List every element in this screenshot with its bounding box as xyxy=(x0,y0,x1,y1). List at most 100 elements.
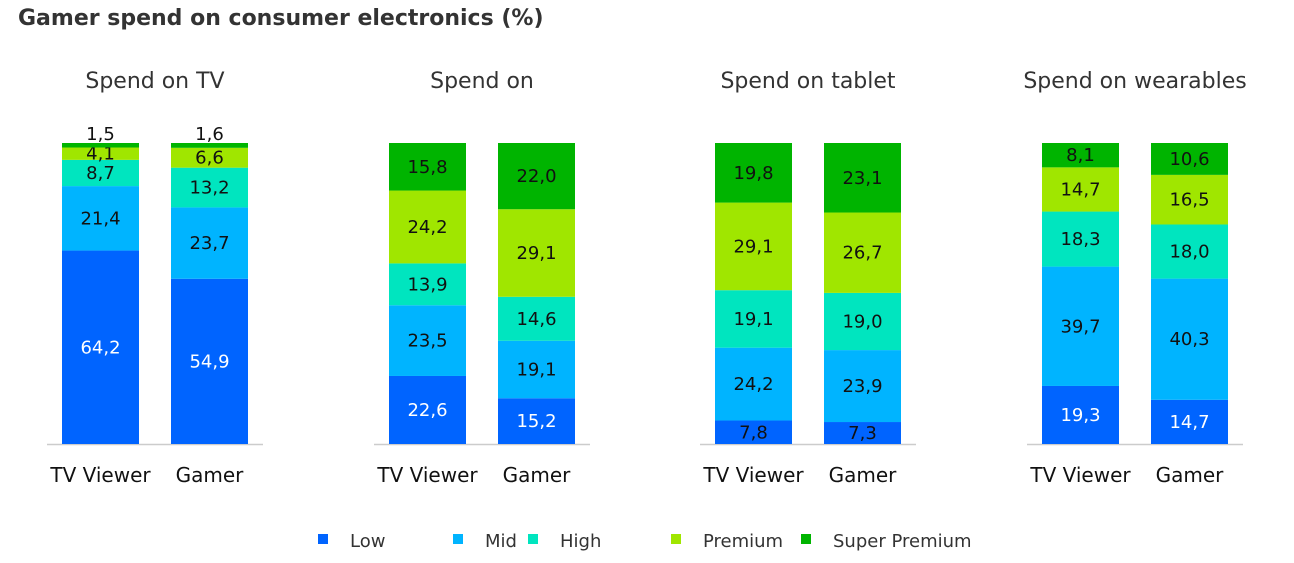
bar-segment-high xyxy=(389,263,466,306)
bar-segment-low xyxy=(62,250,139,444)
bar-segment-super-premium xyxy=(498,143,575,210)
data-label: 15,2 xyxy=(516,411,556,432)
data-label: 19,1 xyxy=(516,360,556,381)
bar-segment-premium xyxy=(62,147,139,160)
bar-segment-super-premium xyxy=(171,143,248,148)
data-label: 40,3 xyxy=(1169,329,1209,350)
data-label: 7,3 xyxy=(848,423,877,444)
bar-segment-super-premium xyxy=(715,143,792,203)
data-label: 29,1 xyxy=(733,236,773,257)
data-label: 64,2 xyxy=(80,337,120,358)
data-label: 13,9 xyxy=(407,274,447,295)
legend-swatch xyxy=(801,534,811,544)
category-label: Gamer xyxy=(1156,463,1225,487)
data-label: 6,6 xyxy=(195,148,224,169)
data-label: 8,7 xyxy=(86,163,115,184)
data-label: 14,7 xyxy=(1060,179,1100,200)
legend-swatch xyxy=(528,534,538,544)
data-label: 21,4 xyxy=(80,208,120,229)
data-label: 14,7 xyxy=(1169,412,1209,433)
data-label: 16,5 xyxy=(1169,190,1209,211)
panel-title: Spend on TV xyxy=(85,69,224,94)
category-label: TV Viewer xyxy=(376,463,478,487)
category-label: Gamer xyxy=(503,463,572,487)
bar-segment-low xyxy=(824,422,901,444)
data-label: 29,1 xyxy=(516,243,556,264)
data-label: 22,0 xyxy=(516,166,556,187)
bar-segment-low xyxy=(498,398,575,444)
data-label: 18,0 xyxy=(1169,242,1209,263)
bar-segment-mid xyxy=(715,347,792,421)
bar-segment-high xyxy=(498,296,575,341)
data-label: 13,2 xyxy=(189,178,229,199)
data-label: 8,1 xyxy=(1066,145,1095,166)
bar-segment-high xyxy=(715,290,792,348)
data-label: 24,2 xyxy=(407,217,447,238)
bar-segment-premium xyxy=(715,202,792,291)
data-label: 1,5 xyxy=(86,124,115,145)
legend-label: Premium xyxy=(703,531,783,552)
legend-label: Super Premium xyxy=(833,531,972,552)
data-label: 54,9 xyxy=(189,351,229,372)
bar-segment-super-premium xyxy=(824,143,901,213)
bar-segment-mid xyxy=(389,305,466,376)
data-label: 19,8 xyxy=(733,163,773,184)
bar-segment-super-premium xyxy=(62,143,139,148)
bar-segment-mid xyxy=(824,350,901,423)
panel-title: Spend on xyxy=(430,69,534,94)
bar-segment-super-premium xyxy=(1042,143,1119,168)
bar-segment-low xyxy=(1151,399,1228,444)
bar-segment-low xyxy=(389,375,466,444)
legend-swatch xyxy=(453,534,463,544)
legend-label: Low xyxy=(350,531,385,552)
bar-segment-high xyxy=(1042,211,1119,267)
bar-segment-mid xyxy=(1151,278,1228,400)
bar-segment-premium xyxy=(1151,174,1228,225)
data-label: 1,6 xyxy=(195,124,224,145)
legend-label: High xyxy=(560,531,601,552)
bar-segment-mid xyxy=(171,207,248,279)
bar-segment-high xyxy=(824,292,901,351)
legend-swatch xyxy=(318,534,328,544)
data-label: 22,6 xyxy=(407,400,447,421)
bar-segment-low xyxy=(1042,385,1119,444)
bar-segment-low xyxy=(171,278,248,444)
data-label: 19,0 xyxy=(842,311,882,332)
bar-segment-premium xyxy=(824,212,901,293)
data-label: 23,5 xyxy=(407,331,447,352)
bar-segment-premium xyxy=(498,209,575,297)
category-label: TV Viewer xyxy=(1029,463,1131,487)
bar-segment-mid xyxy=(498,340,575,399)
bar-segment-premium xyxy=(1042,167,1119,212)
bar-segment-super-premium xyxy=(389,143,466,191)
bar-segment-high xyxy=(1151,224,1228,279)
data-label: 19,3 xyxy=(1060,405,1100,426)
data-label: 26,7 xyxy=(842,243,882,264)
bar-segment-low xyxy=(715,420,792,444)
category-label: Gamer xyxy=(829,463,898,487)
bar-segment-premium xyxy=(171,147,248,168)
data-label: 19,1 xyxy=(733,309,773,330)
data-label: 23,7 xyxy=(189,233,229,254)
data-label: 23,1 xyxy=(842,168,882,189)
bar-segment-premium xyxy=(389,190,466,264)
data-label: 10,6 xyxy=(1169,149,1209,170)
data-label: 18,3 xyxy=(1060,229,1100,250)
panel-title: Spend on tablet xyxy=(720,69,895,94)
data-label: 39,7 xyxy=(1060,316,1100,337)
bar-segment-high xyxy=(171,167,248,208)
bar-segment-mid xyxy=(1042,266,1119,386)
legend-swatch xyxy=(671,534,681,544)
bar-segment-high xyxy=(62,159,139,187)
panel-title: Spend on wearables xyxy=(1023,69,1246,94)
data-label: 14,6 xyxy=(516,309,556,330)
category-label: TV Viewer xyxy=(702,463,804,487)
legend-label: Mid xyxy=(485,531,517,552)
data-label: 7,8 xyxy=(739,422,768,443)
chart-title: Gamer spend on consumer electronics (%) xyxy=(18,6,544,31)
bar-segment-super-premium xyxy=(1151,143,1228,175)
data-label: 15,8 xyxy=(407,157,447,178)
data-label: 24,2 xyxy=(733,374,773,395)
